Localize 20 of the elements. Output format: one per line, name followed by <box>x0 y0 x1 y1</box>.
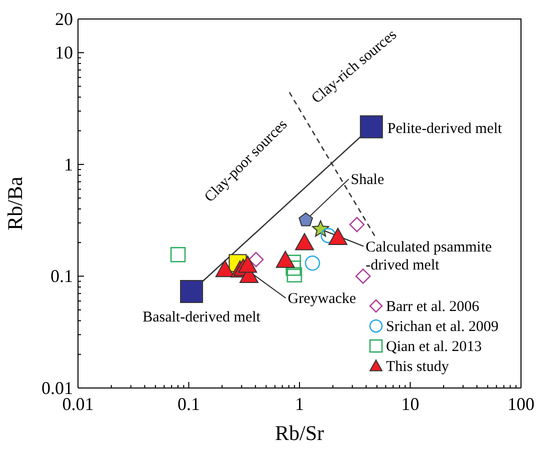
x-tick-label: 100 <box>508 394 534 414</box>
x-tick-label: 0.1 <box>178 394 200 414</box>
legend-label: Barr et al. 2006 <box>386 299 480 315</box>
annotation: Greywacke <box>288 291 356 308</box>
y-tick-label: 20 <box>55 9 73 29</box>
y-tick-label: 0.1 <box>50 266 73 286</box>
x-tick-label: 1 <box>295 394 304 414</box>
annotation: Basalt-derived melt <box>142 309 262 326</box>
y-tick-label: 10 <box>55 42 73 63</box>
legend-label: This study <box>386 359 450 375</box>
annotation: Pelite-derived melt <box>387 120 503 137</box>
legend-label: Srichan et al. 2009 <box>386 319 498 335</box>
annotation: Calculated psammite -drived melt <box>366 239 492 274</box>
x-tick-label: 10 <box>401 394 420 414</box>
y-tick-label: 1 <box>64 154 73 174</box>
x-axis-title: Rb/Sr <box>274 421 324 445</box>
annotation: Shale <box>350 172 384 188</box>
legend-label: Qian et al. 2013 <box>386 339 482 355</box>
y-tick-label: 0.01 <box>42 378 73 398</box>
y-axis-title: Rb/Ba <box>3 176 27 230</box>
